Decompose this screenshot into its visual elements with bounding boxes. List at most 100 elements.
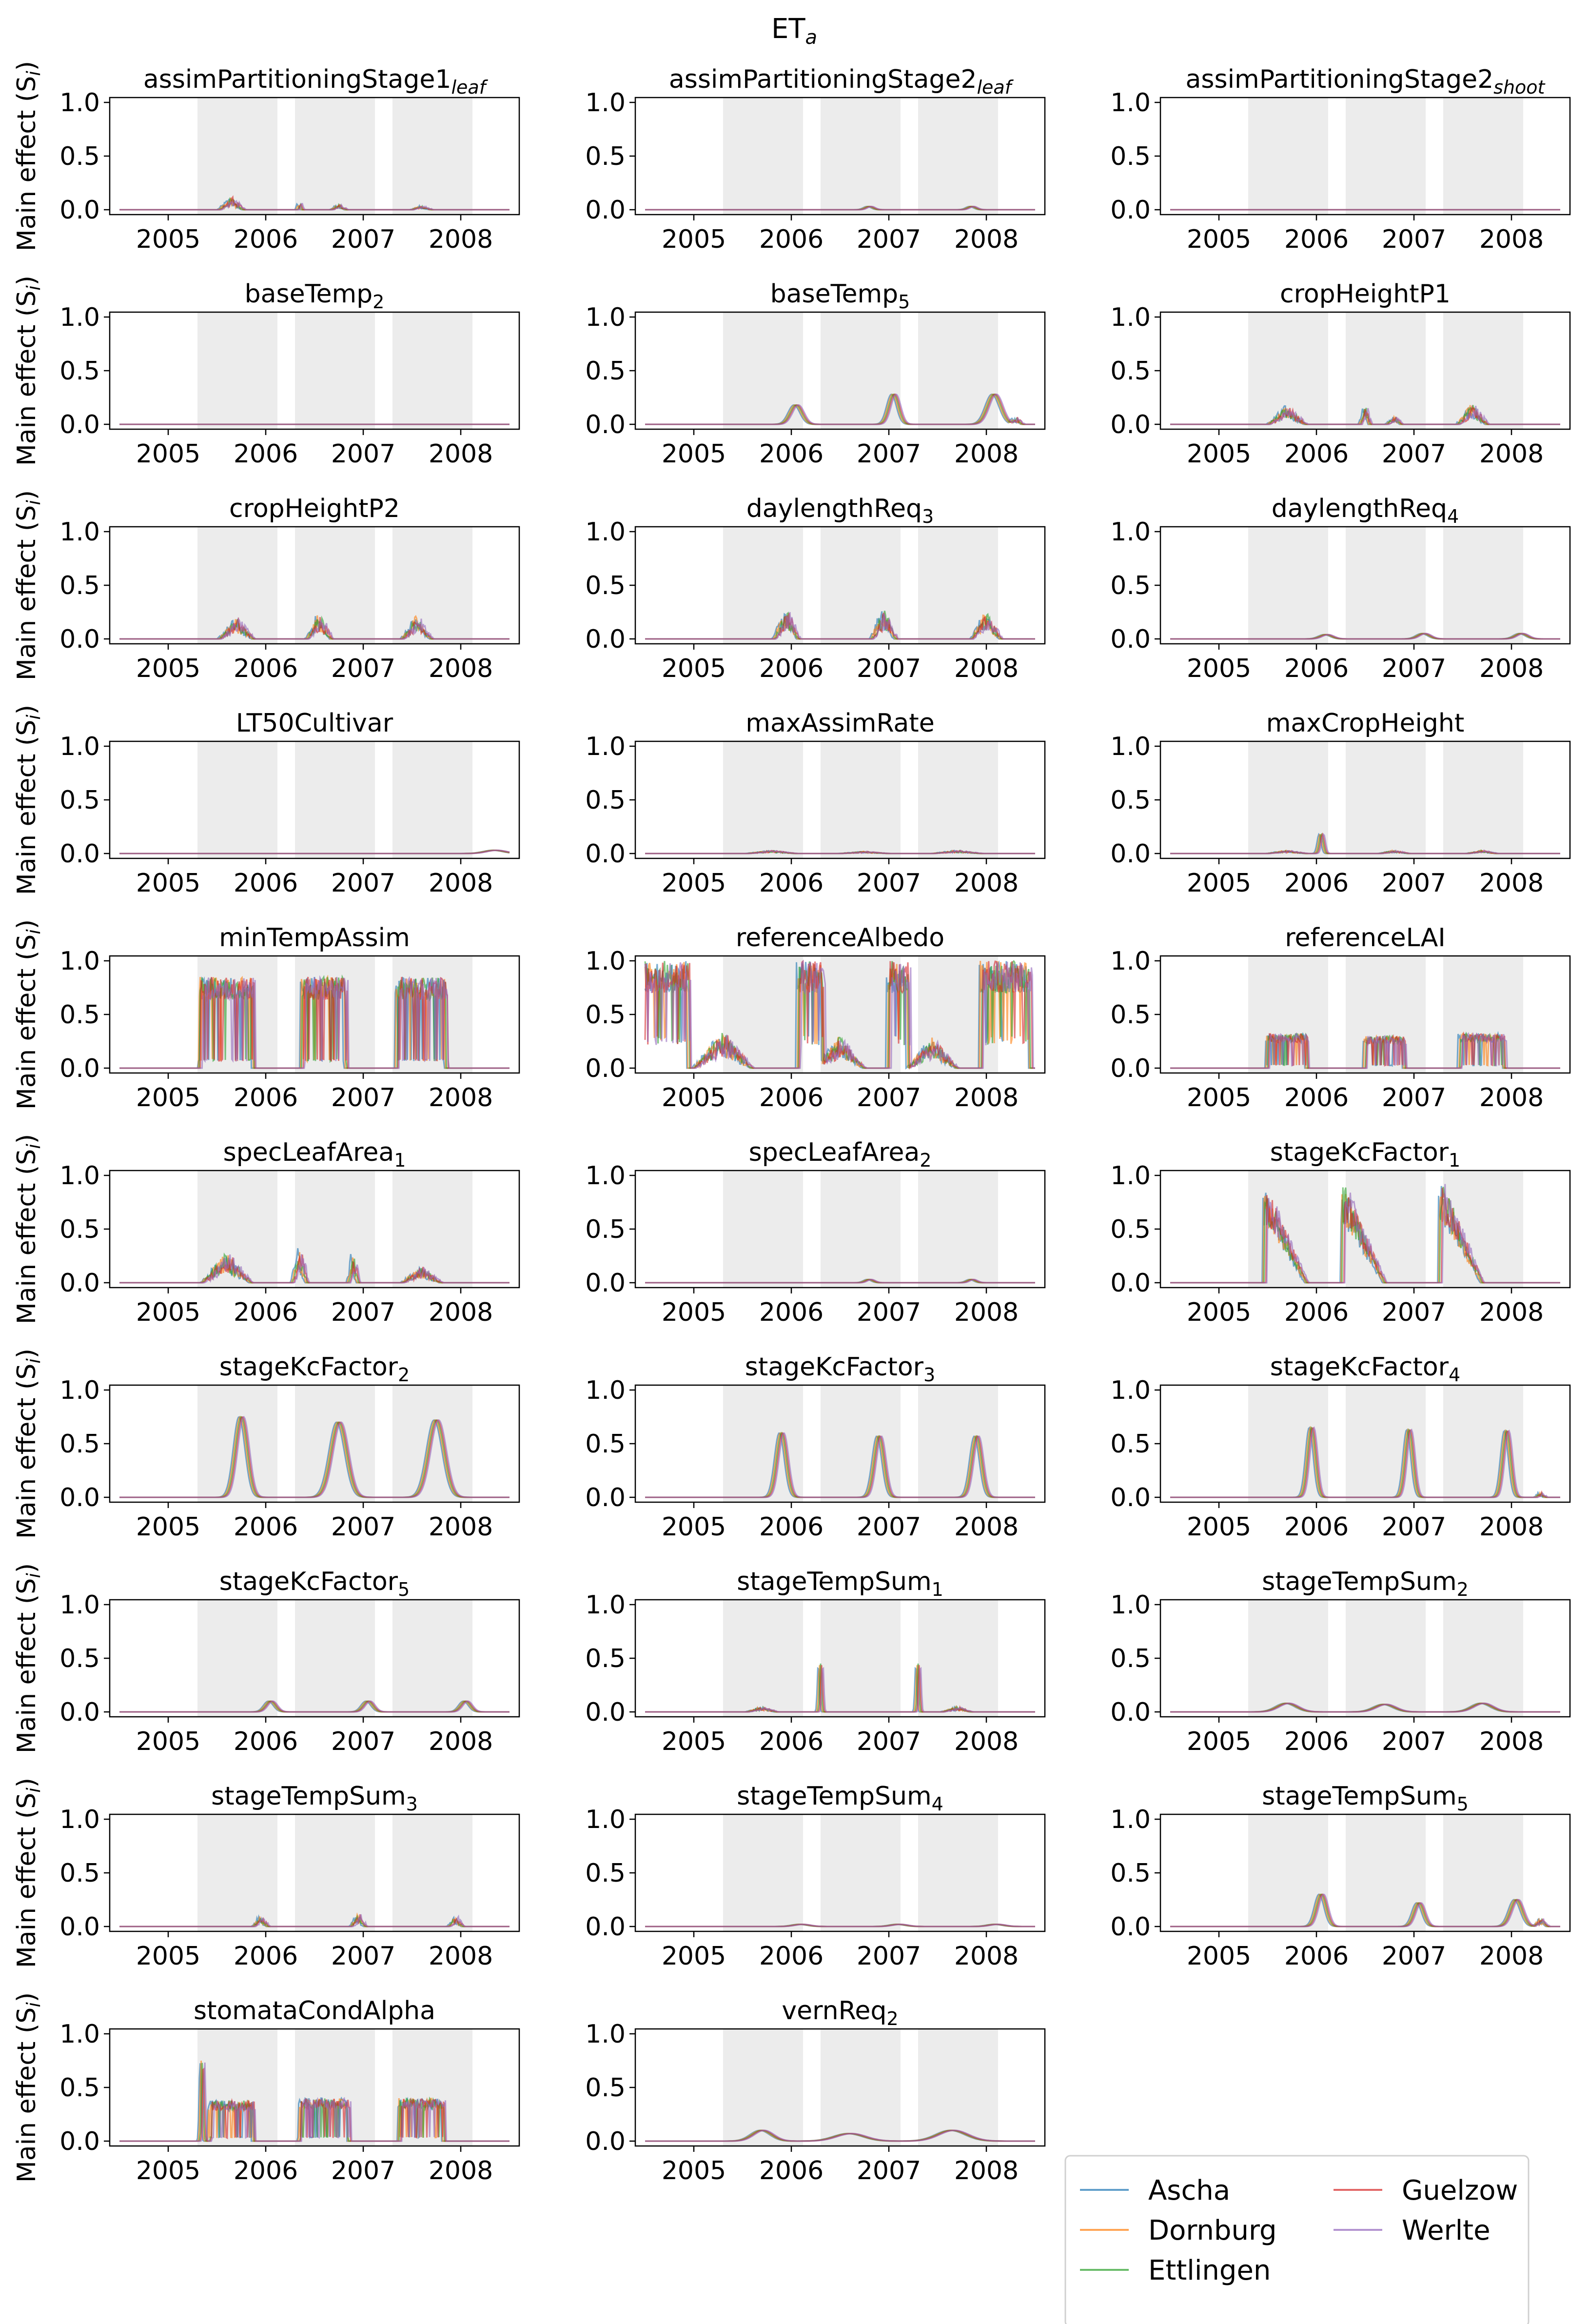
y-tick-label: 0.0 [585,2127,626,2156]
panel-title: assimPartitioningStage2shoot [1186,65,1546,98]
season-shade [392,2029,472,2146]
y-axis-label: Main effect (Si) [12,1134,44,1324]
y-tick-label: 0.5 [59,357,100,386]
panel: 0.0 0.5 1.0 2005 2006 2007 2008 vernReq2 [585,1996,1046,2185]
x-tick-label: 2007 [1382,1298,1446,1327]
x-tick-label: 2008 [429,2156,493,2185]
y-tick-label: 0.0 [59,1054,100,1083]
season-shade [295,312,375,429]
series-line [645,2129,1035,2142]
series-line [119,849,510,854]
y-tick-label: 0.5 [59,1644,100,1673]
panel: 0.0 0.5 1.0 2005 2006 2007 2008 assimPartitioni… [585,65,1046,254]
panels: 0.0 0.5 1.0 2005 2006 2007 2008 assimPartitioni… [12,61,1571,2185]
y-tick-label: 0.5 [585,571,626,600]
x-tick-label: 2006 [759,439,824,469]
x-tick-label: 2008 [954,2156,1019,2185]
season-shade [1248,527,1328,644]
series-line [119,2062,510,2142]
x-tick-label: 2005 [136,869,200,898]
y-axis-label: Main effect (Si) [12,705,44,895]
season-shade [918,1600,998,1717]
y-tick-label: 1.0 [585,517,626,547]
x-tick-label: 2008 [954,869,1019,898]
y-tick-label: 0.5 [1110,357,1151,386]
x-tick-label: 2006 [234,2156,298,2185]
season-shade [1248,312,1328,429]
x-tick-label: 2005 [136,1083,200,1112]
y-axis-label: Main effect (Si) [12,1349,44,1539]
x-tick-label: 2008 [954,1727,1019,1756]
y-tick-label: 0.5 [1110,1000,1151,1030]
series-line [1170,1184,1560,1284]
season-shade [1248,1171,1328,1288]
panel: 0.0 0.5 1.0 2005 2006 2007 2008 maxCropHeight [1110,709,1571,898]
y-tick-label: 0.5 [59,786,100,815]
y-axis-label: Main effect (Si) [12,490,44,680]
series-line [644,959,1035,1070]
series-line [645,849,1035,854]
x-tick-label: 2007 [331,439,395,469]
y-tick-label: 1.0 [585,732,626,761]
y-tick-label: 0.0 [1110,196,1151,225]
series-line [119,975,510,1069]
season-shade [1248,741,1328,858]
panel-title: stageKcFactor3 [745,1352,935,1386]
season-shade [821,741,901,858]
y-tick-label: 0.5 [59,1859,100,1888]
y-tick-label: 1.0 [59,1376,100,1405]
panel-title: cropHeightP1 [1280,279,1451,309]
season-shade [918,1171,998,1288]
y-tick-label: 0.5 [59,1000,100,1030]
y-tick-label: 0.0 [59,1698,100,1727]
x-tick-label: 2007 [1382,1083,1446,1112]
panel: 0.0 0.5 1.0 2005 2006 2007 2008 assimPartitioni… [12,61,520,254]
figure-title: ETa [771,13,817,49]
x-tick-label: 2005 [1187,225,1251,254]
y-tick-label: 0.0 [585,1054,626,1083]
x-tick-label: 2006 [759,1298,824,1327]
x-tick-label: 2008 [1479,1083,1544,1112]
x-tick-label: 2006 [1284,225,1349,254]
season-shade [918,98,998,215]
panel: 0.0 0.5 1.0 2005 2006 2007 2008 stomataCondAlph… [12,1992,520,2185]
y-tick-label: 0.5 [59,1430,100,1459]
y-tick-label: 1.0 [585,1805,626,1834]
x-tick-label: 2006 [1284,1512,1349,1542]
panel-title: stageTempSum4 [737,1782,943,1815]
series-line [119,617,510,640]
y-tick-label: 0.5 [585,2073,626,2103]
season-shade [392,1814,472,1931]
x-tick-label: 2005 [662,225,726,254]
x-tick-label: 2007 [1382,869,1446,898]
y-tick-label: 1.0 [1110,1161,1151,1191]
panel: 0.0 0.5 1.0 2005 2006 2007 2008 referenceLAI [1110,923,1571,1112]
x-tick-label: 2005 [662,1083,726,1112]
y-tick-label: 0.5 [585,786,626,815]
x-tick-label: 2005 [136,1942,200,1971]
series-line [645,205,1035,211]
y-tick-label: 0.5 [1110,1859,1151,1888]
x-tick-label: 2007 [857,1083,921,1112]
y-tick-label: 0.0 [59,1912,100,1942]
x-tick-label: 2006 [759,1727,824,1756]
season-shade [1443,527,1523,644]
panel: 0.0 0.5 1.0 2005 2006 2007 2008 cropHeightP2 Mai… [12,490,520,683]
x-tick-label: 2007 [331,1727,395,1756]
y-tick-label: 0.0 [1110,1269,1151,1298]
series-line [119,1416,510,1498]
season-shade [1346,527,1426,644]
panel: 0.0 0.5 1.0 2005 2006 2007 2008 stageKcFactor3 [585,1352,1046,1542]
x-tick-label: 2005 [136,1727,200,1756]
panel: 0.0 0.5 1.0 2005 2006 2007 2008 stageTempSum1 [585,1567,1046,1756]
season-shade [723,98,803,215]
y-tick-label: 0.0 [585,839,626,869]
panel-title: stageTempSum2 [1262,1567,1469,1600]
y-tick-label: 0.5 [59,1215,100,1244]
panel-title: referenceAlbedo [736,923,944,953]
panel-title: assimPartitioningStage2leaf [669,65,1014,98]
season-shade [197,1814,277,1931]
x-tick-label: 2007 [857,654,921,683]
x-tick-label: 2006 [234,654,298,683]
x-tick-label: 2005 [1187,1512,1251,1542]
